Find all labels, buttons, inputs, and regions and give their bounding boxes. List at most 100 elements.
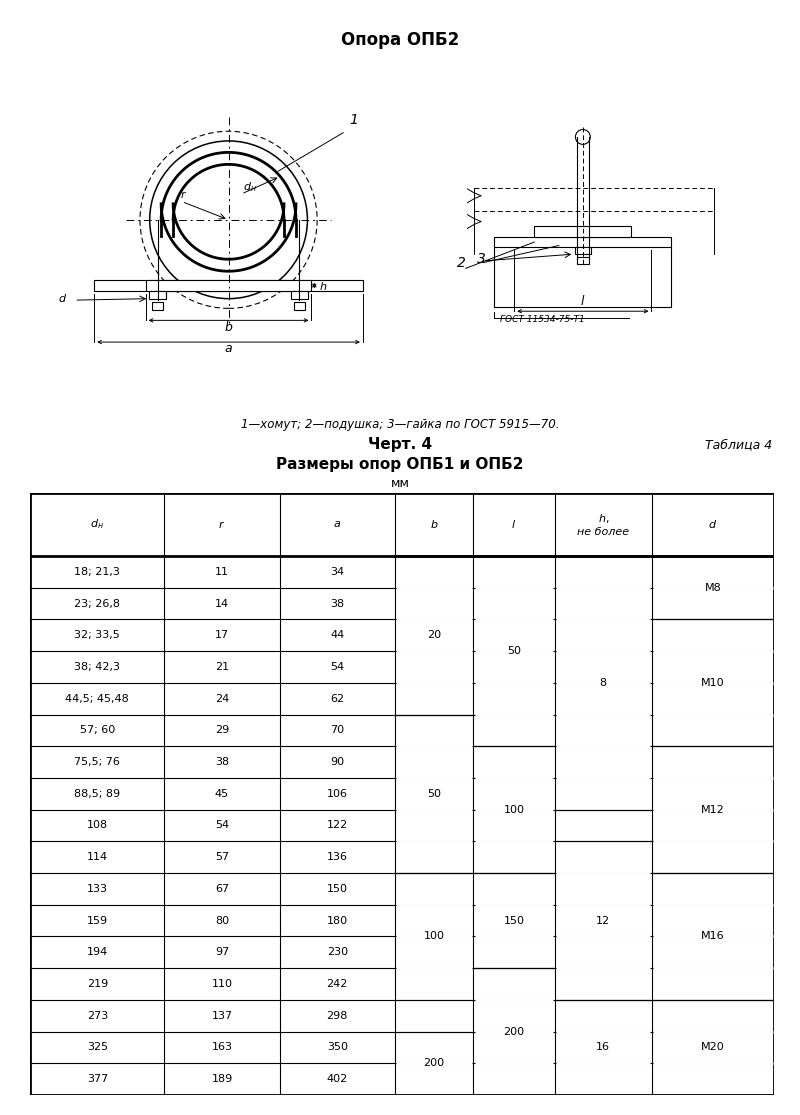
Bar <box>577 256 589 264</box>
Bar <box>94 280 363 291</box>
Text: 122: 122 <box>326 821 348 831</box>
Text: 1: 1 <box>350 114 358 127</box>
Bar <box>534 225 631 237</box>
Text: $b$: $b$ <box>224 320 234 333</box>
Text: 200: 200 <box>503 1027 525 1037</box>
Text: 70: 70 <box>330 726 344 736</box>
Text: 88,5; 89: 88,5; 89 <box>74 788 121 798</box>
Text: 325: 325 <box>86 1043 108 1053</box>
Text: 14: 14 <box>215 599 229 609</box>
Text: 20: 20 <box>427 630 441 640</box>
Text: 133: 133 <box>87 884 108 894</box>
Text: 38: 38 <box>330 599 344 609</box>
Text: 44,5; 45,48: 44,5; 45,48 <box>66 694 130 704</box>
Text: 159: 159 <box>86 915 108 925</box>
Text: 16: 16 <box>596 1043 610 1053</box>
Text: 230: 230 <box>326 948 348 958</box>
Text: 163: 163 <box>211 1043 233 1053</box>
Text: 29: 29 <box>215 726 229 736</box>
Text: 8: 8 <box>600 678 607 688</box>
Text: $d$: $d$ <box>709 518 718 531</box>
Text: $r$: $r$ <box>218 518 226 530</box>
Text: 12: 12 <box>596 915 610 925</box>
Text: 50: 50 <box>507 647 521 656</box>
Text: $b$: $b$ <box>430 518 438 531</box>
Text: 273: 273 <box>86 1010 108 1020</box>
Text: $a$: $a$ <box>334 520 342 530</box>
Text: 377: 377 <box>86 1074 108 1084</box>
Bar <box>294 302 305 310</box>
Text: 242: 242 <box>326 979 348 989</box>
Text: 57: 57 <box>215 852 229 862</box>
Text: $d_н$: $d_н$ <box>243 181 257 194</box>
Text: 194: 194 <box>86 948 108 958</box>
Text: $l$: $l$ <box>580 294 586 309</box>
Text: 110: 110 <box>211 979 233 989</box>
Text: $d_{н}$: $d_{н}$ <box>90 517 104 532</box>
Text: 24: 24 <box>215 694 229 704</box>
Text: 137: 137 <box>211 1010 233 1020</box>
Text: $h,$
не более: $h,$ не более <box>578 512 630 536</box>
Text: ГОСТ 11534-75-Т1: ГОСТ 11534-75-Т1 <box>500 316 585 324</box>
Bar <box>494 237 671 246</box>
Text: 50: 50 <box>427 788 441 798</box>
Text: М16: М16 <box>702 931 725 941</box>
Text: 44: 44 <box>330 630 345 640</box>
Text: Таблица 4: Таблица 4 <box>705 438 772 452</box>
Text: М10: М10 <box>702 678 725 688</box>
Text: 90: 90 <box>330 757 344 767</box>
Text: Опора ОПБ2: Опора ОПБ2 <box>341 31 459 49</box>
Text: 1—хомут; 2—подушка; 3—гайка по ГОСТ 5915—70.: 1—хомут; 2—подушка; 3—гайка по ГОСТ 5915… <box>241 418 559 432</box>
Bar <box>575 246 591 254</box>
Text: 11: 11 <box>215 566 229 576</box>
Text: $r$: $r$ <box>180 190 187 200</box>
Bar <box>146 280 311 291</box>
Text: 75,5; 76: 75,5; 76 <box>74 757 120 767</box>
Text: 67: 67 <box>215 884 229 894</box>
Text: $a$: $a$ <box>224 342 233 356</box>
Text: М12: М12 <box>701 805 725 815</box>
Text: М8: М8 <box>705 583 722 593</box>
Text: 350: 350 <box>326 1043 348 1053</box>
Text: 150: 150 <box>503 915 525 925</box>
Text: мм: мм <box>390 477 410 491</box>
Text: 62: 62 <box>330 694 344 704</box>
Text: М20: М20 <box>701 1043 725 1053</box>
Text: 17: 17 <box>215 630 229 640</box>
Text: 57; 60: 57; 60 <box>80 726 115 736</box>
Bar <box>149 291 166 299</box>
Text: Черт. 4: Черт. 4 <box>368 437 432 452</box>
Text: 108: 108 <box>86 821 108 831</box>
Text: 219: 219 <box>86 979 108 989</box>
Text: $h$: $h$ <box>319 280 327 291</box>
Text: $d$: $d$ <box>58 292 67 304</box>
Text: 189: 189 <box>211 1074 233 1084</box>
Text: 106: 106 <box>326 788 348 798</box>
Text: 45: 45 <box>215 788 229 798</box>
Text: 114: 114 <box>86 852 108 862</box>
Text: 38; 42,3: 38; 42,3 <box>74 662 120 672</box>
Text: 3: 3 <box>477 252 486 265</box>
Text: 180: 180 <box>326 915 348 925</box>
Text: 80: 80 <box>215 915 229 925</box>
Text: 2: 2 <box>457 255 466 270</box>
Text: 402: 402 <box>326 1074 348 1084</box>
Bar <box>291 291 308 299</box>
Text: 38: 38 <box>215 757 229 767</box>
Text: 100: 100 <box>503 805 525 815</box>
Text: 54: 54 <box>330 662 344 672</box>
Text: 150: 150 <box>326 884 348 894</box>
Text: 32; 33,5: 32; 33,5 <box>74 630 120 640</box>
Text: 200: 200 <box>423 1058 445 1068</box>
Text: 34: 34 <box>330 566 344 576</box>
Text: 54: 54 <box>215 821 229 831</box>
Text: 100: 100 <box>423 931 445 941</box>
Text: $l$: $l$ <box>511 518 517 531</box>
Text: 298: 298 <box>326 1010 348 1020</box>
Text: 18; 21,3: 18; 21,3 <box>74 566 120 576</box>
Text: 136: 136 <box>326 852 348 862</box>
Text: 97: 97 <box>215 948 229 958</box>
Text: 21: 21 <box>215 662 229 672</box>
Bar <box>152 302 163 310</box>
Text: 23; 26,8: 23; 26,8 <box>74 599 120 609</box>
